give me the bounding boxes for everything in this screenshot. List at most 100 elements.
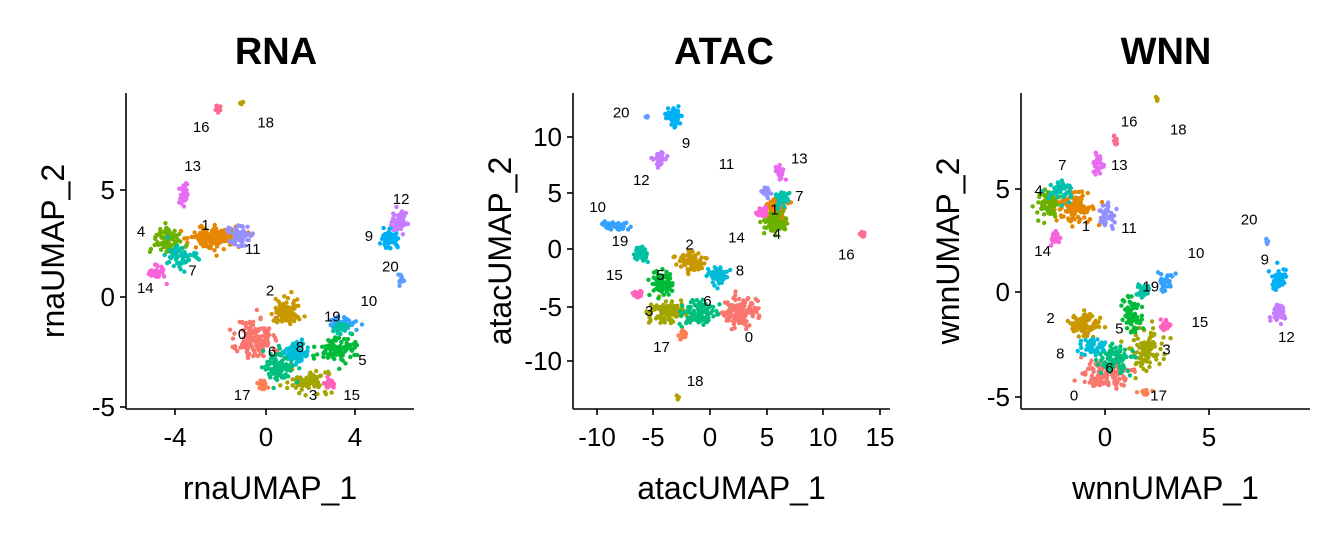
wnn-point-cluster-0 [1113, 379, 1118, 384]
atac-point-cluster-19 [636, 247, 641, 252]
rna-point-cluster-1 [192, 230, 197, 235]
atac-point-cluster-3 [647, 315, 652, 320]
rna-point-cluster-2 [288, 321, 293, 327]
wnn-point-cluster-2 [1096, 324, 1102, 330]
wnn-point-cluster-9 [1278, 278, 1284, 284]
atac-cluster-label-15: 15 [606, 267, 623, 284]
rna-point-cluster-19 [336, 325, 341, 331]
rna-y-tick-label: 0 [101, 282, 115, 312]
rna-point-cluster-2 [285, 305, 290, 310]
rna-cluster-label-15: 15 [343, 387, 360, 404]
rna-point-cluster-15 [327, 378, 332, 384]
rna-point-cluster-14 [162, 274, 167, 279]
wnn-cluster-label-14: 14 [1034, 243, 1051, 260]
wnn-cluster-14-points [1048, 229, 1063, 248]
rna-point-cluster-3 [311, 372, 316, 378]
wnn-cluster-label-5: 5 [1115, 320, 1123, 337]
atac-point-cluster-19 [637, 254, 642, 259]
atac-point-cluster-3 [671, 312, 676, 317]
atac-point-cluster-6 [702, 315, 708, 320]
rna-point-cluster-12 [394, 204, 399, 210]
atac-cluster-19-points [631, 244, 650, 265]
rna-point-cluster-8 [299, 355, 304, 361]
atac-point-cluster-5 [670, 283, 675, 288]
wnn-point-cluster-5 [1125, 305, 1131, 310]
wnn-point-cluster-5 [1135, 302, 1141, 307]
atac-point-cluster-12 [654, 161, 660, 167]
atac-point-cluster-6 [697, 316, 703, 322]
rna-point-cluster-5 [351, 341, 356, 347]
wnn-point-cluster-0 [1099, 374, 1104, 379]
wnn-point-cluster-2 [1082, 308, 1087, 313]
rna-point-cluster-9 [390, 240, 396, 245]
atac-y-tick-label: 5 [548, 178, 562, 208]
wnn-cluster-label-19: 19 [1142, 279, 1159, 296]
wnn-point-cluster-3 [1143, 357, 1148, 362]
rna-cluster-label-3: 3 [309, 387, 317, 404]
wnn-point-cluster-8 [1082, 352, 1088, 357]
atac-point-cluster-6 [679, 313, 684, 319]
wnn-point-cluster-1 [1075, 214, 1081, 220]
wnn-point-cluster-2 [1096, 319, 1101, 324]
wnn-panel-title: WNN [1121, 31, 1212, 73]
atac-point-cluster-5 [647, 292, 652, 298]
wnn-point-cluster-7 [1057, 182, 1062, 188]
atac-point-cluster-4 [758, 219, 763, 225]
wnn-point-cluster-2 [1102, 325, 1108, 330]
wnn-point-cluster-2 [1078, 317, 1083, 322]
rna-point-cluster-1 [201, 244, 206, 249]
wnn-point-cluster-11 [1108, 215, 1113, 221]
rna-point-cluster-6 [279, 369, 284, 374]
atac-point-cluster-19 [645, 259, 650, 265]
rna-x-tick-label: -4 [163, 422, 186, 452]
rna-cluster-18-points [238, 99, 246, 107]
rna-point-cluster-8 [299, 337, 304, 342]
atac-cluster-label-5: 5 [656, 267, 664, 284]
wnn-point-cluster-6 [1122, 347, 1128, 352]
wnn-point-cluster-12 [1268, 318, 1273, 323]
atac-point-cluster-12 [659, 151, 664, 157]
wnn-point-cluster-3 [1161, 335, 1166, 340]
atac-point-cluster-3 [663, 307, 668, 312]
rna-point-cluster-19 [342, 328, 348, 333]
rna-point-cluster-6 [290, 363, 295, 368]
rna-point-cluster-1 [214, 253, 219, 258]
atac-point-cluster-9 [669, 122, 674, 127]
atac-point-cluster-5 [660, 273, 665, 278]
wnn-point-cluster-0 [1092, 383, 1097, 388]
rna-point-cluster-19 [341, 322, 347, 327]
atac-point-cluster-6 [690, 317, 695, 323]
rna-point-cluster-0 [257, 346, 262, 351]
rna-point-cluster-7 [177, 249, 182, 254]
atac-point-cluster-3 [673, 308, 678, 314]
wnn-point-cluster-1 [1071, 201, 1076, 206]
wnn-point-cluster-0 [1103, 375, 1108, 380]
rna-point-cluster-19 [331, 328, 336, 334]
rna-point-cluster-8 [303, 349, 309, 355]
rna-point-cluster-3 [290, 383, 295, 388]
wnn-cluster-label-11: 11 [1121, 220, 1137, 237]
wnn-y-tick-label: 0 [996, 277, 1010, 307]
wnn-point-cluster-3 [1138, 360, 1143, 365]
atac-point-cluster-12 [656, 156, 662, 162]
rna-point-cluster-11 [236, 237, 241, 242]
atac-point-cluster-12 [665, 153, 670, 159]
wnn-point-cluster-17 [1145, 391, 1150, 396]
rna-point-cluster-0 [271, 333, 276, 338]
atac-point-cluster-4 [774, 211, 779, 217]
wnn-point-cluster-6 [1108, 354, 1113, 359]
rna-point-cluster-1 [211, 226, 217, 231]
atac-cluster-label-2: 2 [685, 236, 693, 253]
atac-cluster-18-points [674, 393, 681, 402]
wnn-point-cluster-5 [1126, 320, 1131, 325]
wnn-point-cluster-1 [1070, 224, 1075, 229]
rna-point-cluster-16 [215, 110, 221, 115]
rna-point-cluster-0 [244, 325, 249, 331]
rna-cluster-label-0: 0 [238, 326, 246, 343]
atac-point-cluster-5 [664, 269, 669, 274]
atac-cluster-14-points [754, 204, 769, 219]
atac-point-cluster-6 [711, 304, 716, 310]
wnn-point-cluster-8 [1078, 341, 1083, 347]
rna-cluster-7-points [162, 235, 202, 274]
